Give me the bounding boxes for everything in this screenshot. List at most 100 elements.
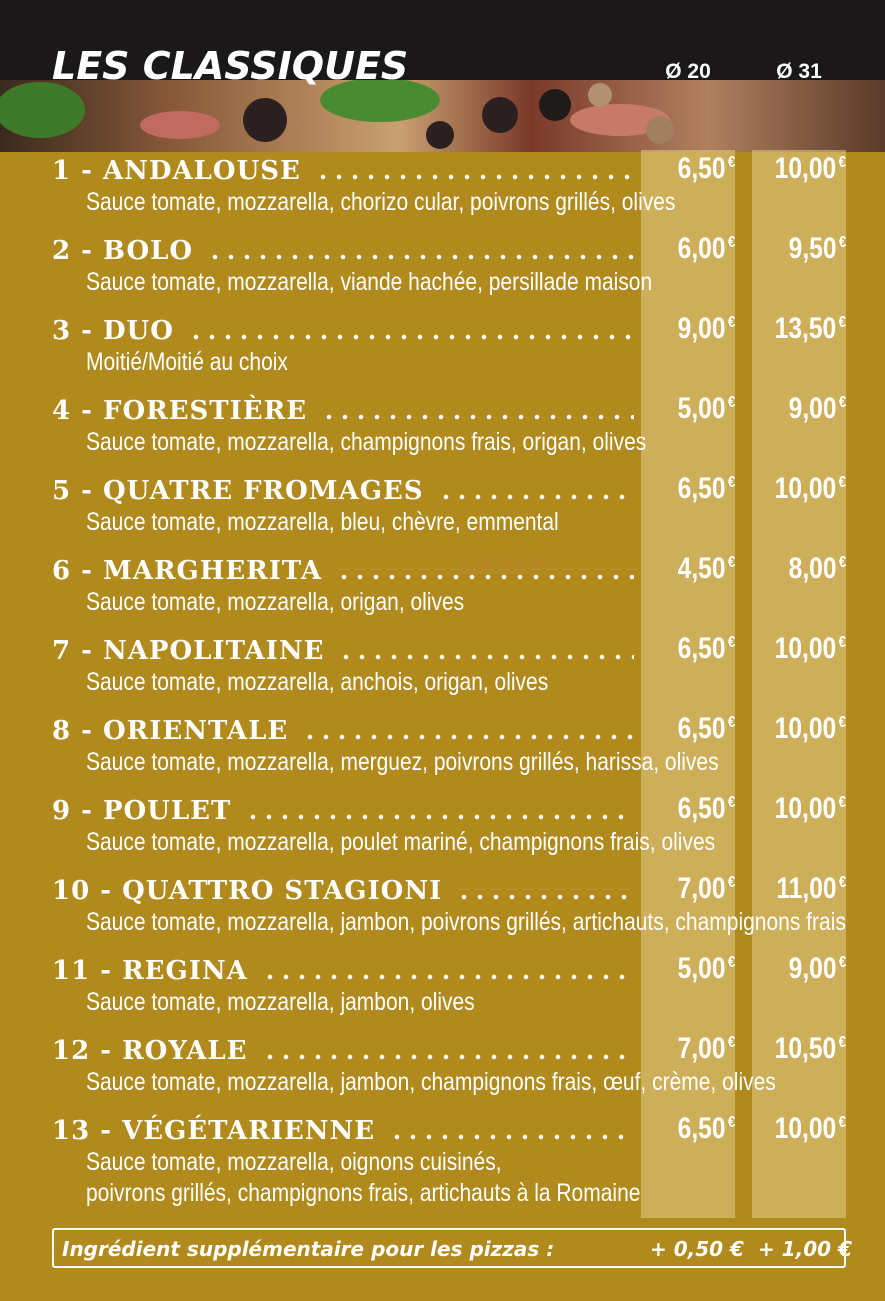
item-price: 6,00 € — [677, 232, 735, 266]
price-value: 10,00 — [774, 632, 837, 665]
price-value: 9,50 — [788, 232, 837, 265]
item-description: Sauce tomate, mozzarella, jambon, olives — [86, 988, 475, 1016]
item-price: 9,00 € — [677, 312, 735, 346]
leader-dots — [456, 894, 634, 900]
item-description: Sauce tomate, mozzarella, viande hachée,… — [86, 268, 653, 296]
item-description: Sauce tomate, mozzarella, origan, olives — [86, 588, 465, 616]
item-price: 9,00 € — [788, 952, 846, 986]
item-price: 5,00 € — [677, 392, 735, 426]
price-value: 7,00 — [677, 872, 726, 905]
price-value: 5,00 — [677, 392, 726, 425]
currency: € — [727, 394, 735, 411]
footer-text: Ingrédient supplémentaire pour les pizza… — [62, 1237, 555, 1261]
item-description: poivrons grillés, champignons frais, art… — [86, 1179, 641, 1207]
item-name-row: 1 - ANDALOUSE — [52, 156, 634, 186]
item-description: Sauce tomate, mozzarella, poulet mariné,… — [86, 828, 716, 856]
price-value: 10,00 — [774, 792, 837, 825]
currency: € — [727, 634, 735, 651]
leader-dots — [261, 1054, 634, 1060]
item-price: 10,00 € — [775, 1112, 846, 1146]
item-name: 8 - ORIENTALE — [52, 716, 289, 746]
leader-dots — [187, 334, 634, 340]
currency: € — [838, 154, 846, 171]
leader-dots — [389, 1134, 634, 1140]
item-name-row: 6 - MARGHERITA — [52, 556, 634, 586]
price-value: 9,00 — [677, 312, 726, 345]
currency: € — [838, 554, 846, 571]
item-name-row: 4 - FORESTIÈRE — [52, 396, 634, 426]
item-price: 5,00 € — [677, 952, 735, 986]
item-description: Sauce tomate, mozzarella, anchois, origa… — [86, 668, 549, 696]
price-value: 6,50 — [677, 632, 726, 665]
item-description: Sauce tomate, mozzarella, jambon, champi… — [86, 1068, 776, 1096]
price-value: 6,50 — [677, 472, 726, 505]
item-price: 4,50 € — [677, 552, 735, 586]
currency: € — [838, 714, 846, 731]
item-name: 9 - POULET — [52, 796, 232, 826]
currency: € — [838, 314, 846, 331]
title: LES CLASSIQUES — [52, 44, 409, 88]
leader-dots — [321, 414, 634, 420]
currency: € — [838, 634, 846, 651]
item-price: 6,50 € — [677, 472, 735, 506]
item-price: 9,50 € — [788, 232, 846, 266]
item-description: Sauce tomate, mozzarella, bleu, chèvre, … — [86, 508, 559, 536]
currency: € — [838, 234, 846, 251]
item-name: 12 - ROYALE — [52, 1036, 248, 1066]
currency: € — [727, 794, 735, 811]
item-name: 3 - DUO — [52, 316, 174, 346]
item-name-row: 9 - POULET — [52, 796, 634, 826]
currency: € — [727, 954, 735, 971]
leader-dots — [336, 574, 634, 580]
price-value: 9,00 — [788, 392, 837, 425]
price-value: 7,00 — [677, 1032, 726, 1065]
item-price: 8,00 € — [788, 552, 846, 586]
item-name-row: 3 - DUO — [52, 316, 634, 346]
item-price: 9,00 € — [788, 392, 846, 426]
item-description: Moitié/Moitié au choix — [86, 348, 288, 376]
item-price: 10,00 € — [775, 632, 846, 666]
item-description: Sauce tomate, mozzarella, oignons cuisin… — [86, 1148, 502, 1176]
price-value: 6,50 — [677, 152, 726, 185]
item-description: Sauce tomate, mozzarella, jambon, poivro… — [86, 908, 846, 936]
item-name: 11 - REGINA — [52, 956, 248, 986]
leader-dots — [314, 174, 634, 180]
size-label: Ø 31 — [776, 60, 822, 83]
currency: € — [727, 1114, 735, 1131]
price-value: 6,50 — [677, 1112, 726, 1145]
footer-price: + 1,00 € — [758, 1237, 852, 1261]
price-value: 10,00 — [774, 472, 837, 505]
item-name-row: 10 - QUATTRO STAGIONI — [52, 876, 634, 906]
item-price: 6,50 € — [677, 632, 735, 666]
currency: € — [727, 474, 735, 491]
item-description: Sauce tomate, mozzarella, merguez, poivr… — [86, 748, 719, 776]
item-name: 13 - VÉGÉTARIENNE — [52, 1116, 376, 1146]
item-name-row: 8 - ORIENTALE — [52, 716, 634, 746]
currency: € — [727, 154, 735, 171]
header-band — [0, 0, 885, 82]
price-value: 10,00 — [774, 152, 837, 185]
price-value: 11,00 — [776, 872, 837, 905]
item-price: 7,00 € — [677, 872, 735, 906]
item-price: 10,00 € — [775, 472, 846, 506]
currency: € — [727, 554, 735, 571]
item-price: 6,50 € — [677, 1112, 735, 1146]
price-value: 8,00 — [788, 552, 837, 585]
price-value: 10,00 — [774, 712, 837, 745]
pizza-decoration — [0, 80, 674, 149]
currency: € — [838, 1034, 846, 1051]
currency: € — [727, 874, 735, 891]
leader-dots — [437, 494, 634, 500]
item-name-row: 13 - VÉGÉTARIENNE — [52, 1116, 634, 1146]
item-price: 10,00 € — [775, 792, 846, 826]
price-value: 13,50 — [774, 312, 837, 345]
footer: Ingrédient supplémentaire pour les pizza… — [52, 1228, 852, 1268]
currency: € — [838, 1114, 846, 1131]
item-price: 13,50 € — [775, 312, 846, 346]
item-name-row: 12 - ROYALE — [52, 1036, 634, 1066]
watermark: eat-list.fr — [460, 552, 545, 577]
item-name: 2 - BOLO — [52, 236, 194, 266]
price-value: 4,50 — [677, 552, 726, 585]
item-name-row: 2 - BOLO — [52, 236, 634, 266]
